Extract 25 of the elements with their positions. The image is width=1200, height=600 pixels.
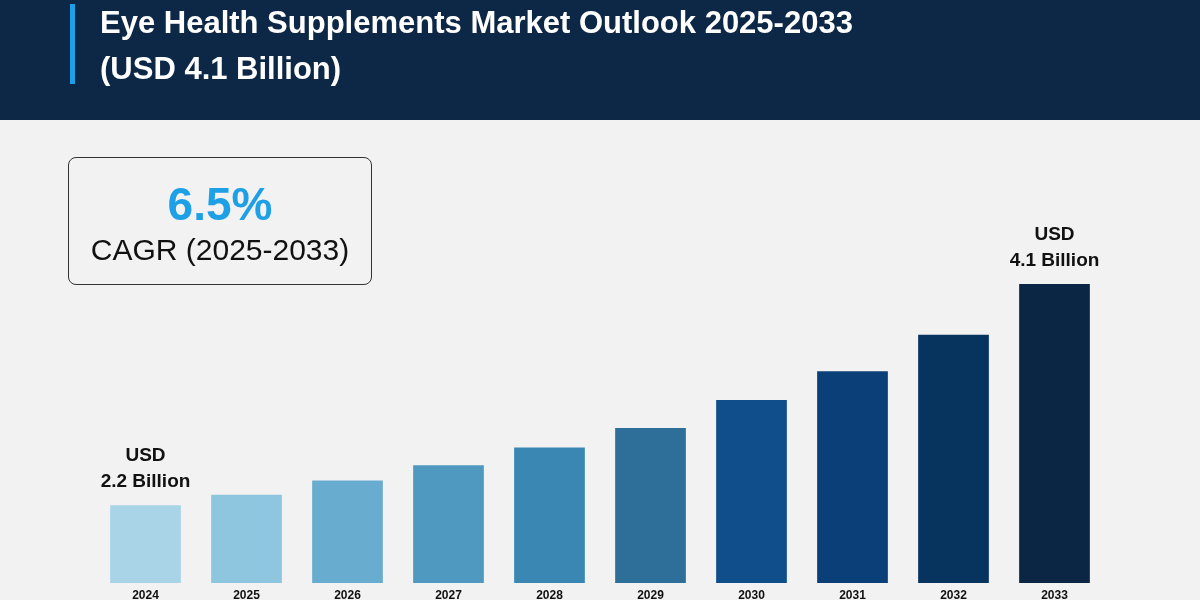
x-tick-label: 2026	[334, 587, 362, 600]
x-tick-label: 2032	[940, 587, 968, 600]
bar	[514, 447, 585, 583]
bar	[716, 400, 787, 583]
bar	[615, 428, 686, 583]
text: CAGR (2025-2033)	[89, 232, 351, 268]
x-tick-label: 2025	[233, 587, 261, 600]
x-tick-label: 2030	[738, 587, 766, 600]
bar	[413, 465, 484, 583]
annotation: USD 4.1 Billion	[1009, 223, 1100, 270]
bar	[211, 494, 282, 583]
text: 6.5%	[166, 178, 274, 230]
x-tick-label: 2024	[132, 587, 160, 600]
x-tick-label: 2027	[435, 587, 463, 600]
bar	[1019, 284, 1090, 583]
bar	[918, 334, 989, 583]
x-tick-label: 2029	[637, 587, 665, 600]
x-tick-label: 2031	[839, 587, 867, 600]
x-tick-label: 2028	[536, 587, 564, 600]
bar	[817, 371, 888, 583]
bar	[312, 480, 383, 583]
bar	[110, 505, 181, 583]
chart-title: Eye Health Supplements Market Outlook 2025-2033 (USD 4.1 Billion)	[100, 4, 854, 88]
x-tick-label: 2033	[1041, 587, 1069, 600]
annotation: USD 2.2 Billion	[100, 444, 191, 492]
